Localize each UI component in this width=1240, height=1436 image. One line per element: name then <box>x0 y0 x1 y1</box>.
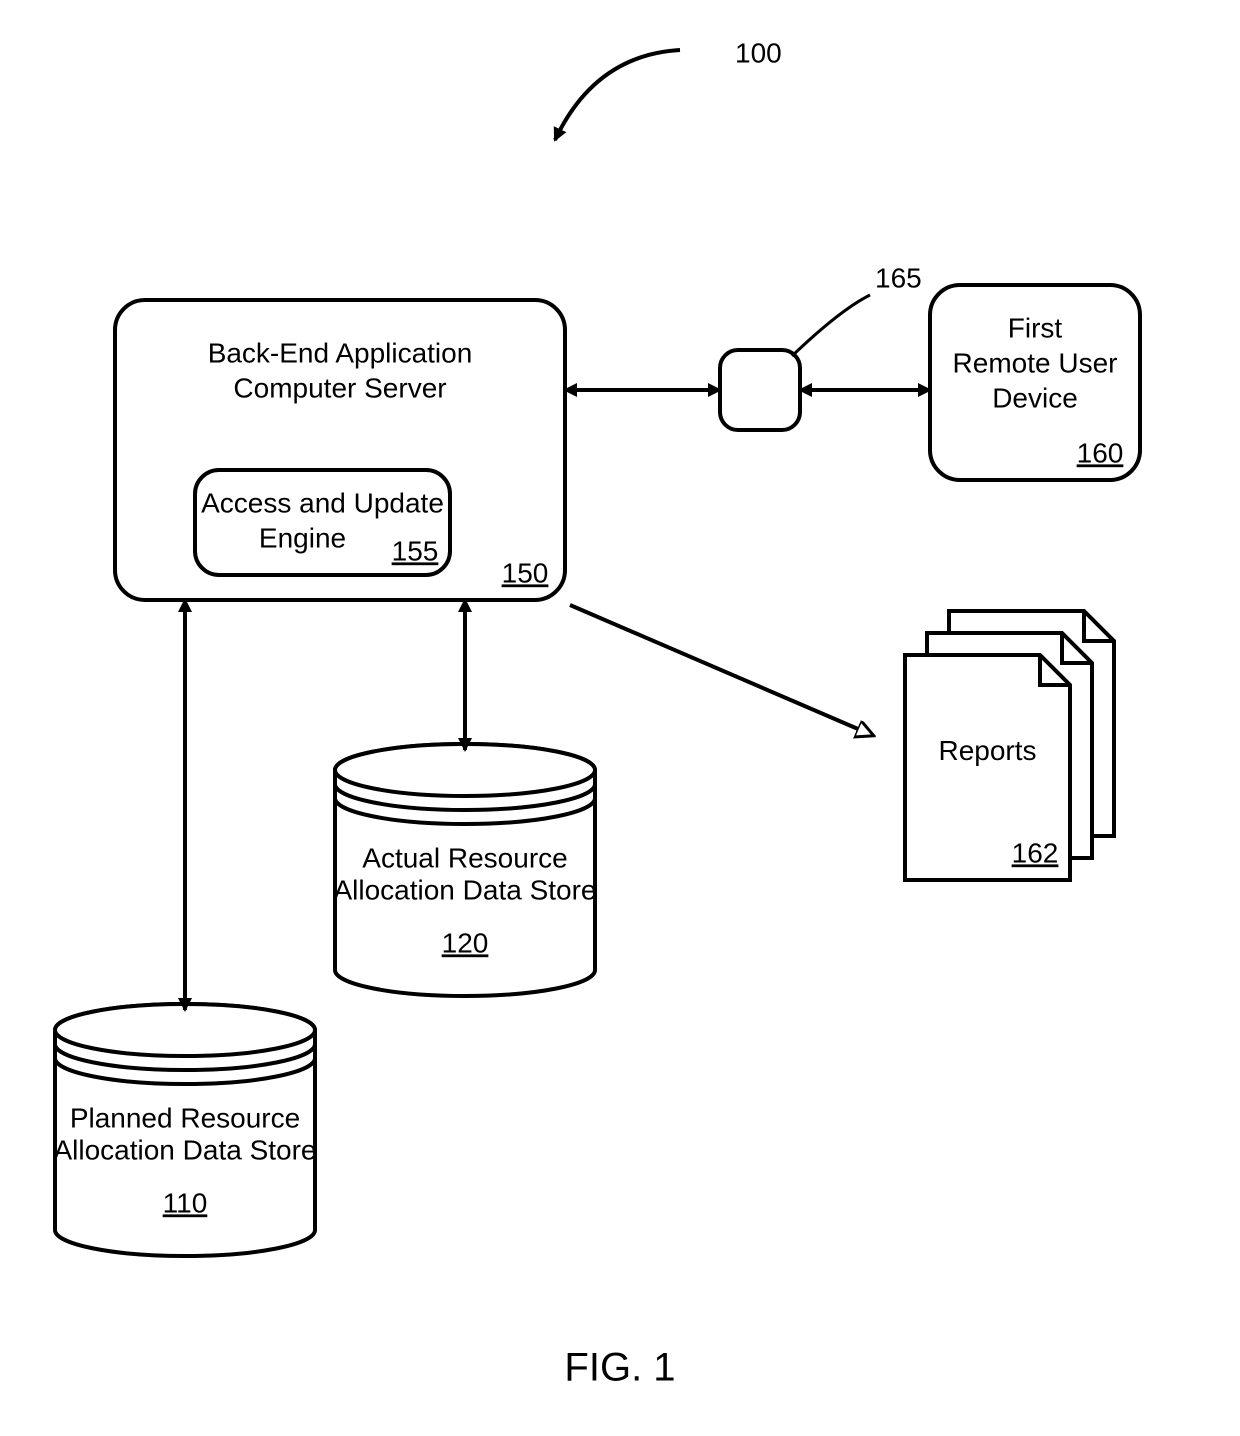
figure-label: FIG. 1 <box>564 1346 675 1390</box>
server-ref: 150 <box>502 557 549 588</box>
figure-ref-label: 100 <box>735 37 782 68</box>
user-device-label-line1: First <box>1008 312 1063 343</box>
engine-label-line2: Engine <box>259 522 346 553</box>
edge-server_corner-reports <box>570 605 872 735</box>
reports-label: Reports <box>938 735 1036 766</box>
db-actual-label-1: Allocation Data Store <box>333 874 596 905</box>
user-device-label-line2: Remote User <box>953 347 1118 378</box>
firewall-ref: 165 <box>875 262 922 293</box>
db-actual-ref: 120 <box>442 927 489 958</box>
engine-ref: 155 <box>392 535 439 566</box>
db-planned-label-1: Allocation Data Store <box>53 1134 316 1165</box>
user-device-ref: 160 <box>1077 437 1124 468</box>
db-planned-label-0: Planned Resource <box>70 1102 300 1133</box>
db-actual-label-0: Actual Resource <box>362 842 567 873</box>
server-label-line2: Computer Server <box>233 372 446 403</box>
db-planned-ref: 110 <box>163 1187 208 1218</box>
figure-ref-arrow <box>555 50 680 140</box>
reports-ref: 162 <box>1012 837 1059 868</box>
user-device-label-line3: Device <box>992 382 1078 413</box>
firewall-node <box>720 295 870 430</box>
server-label-line1: Back-End Application <box>208 337 473 368</box>
engine-label-line1: Access and Update <box>201 487 444 518</box>
